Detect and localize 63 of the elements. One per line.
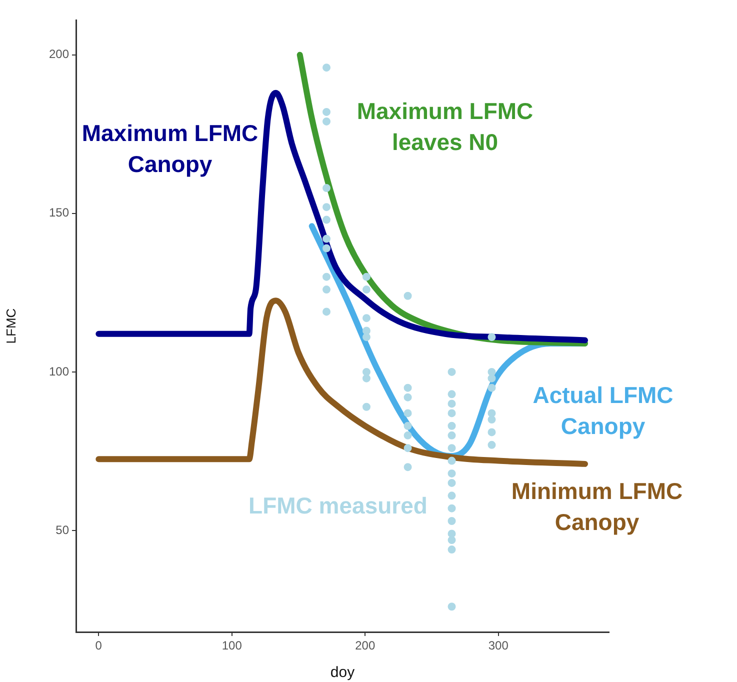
x-axis-title: doy: [330, 664, 356, 682]
point: [404, 422, 412, 430]
point: [448, 517, 456, 526]
series-label: Minimum LFMC Canopy: [511, 478, 683, 535]
point: [322, 184, 331, 192]
series-label: Maximum LFMC leaves N0: [356, 98, 534, 155]
x-tick-label: 100: [222, 638, 242, 653]
point: [322, 272, 331, 281]
y-tick-label: 100: [48, 364, 70, 378]
point: [448, 546, 456, 554]
point: [362, 314, 370, 322]
point: [448, 368, 456, 376]
y-tick-label: 50: [56, 522, 70, 537]
point: [322, 234, 331, 243]
point: [362, 286, 370, 294]
point: [488, 333, 496, 342]
point: [404, 409, 412, 418]
point: [448, 390, 456, 398]
point: [322, 117, 331, 126]
point: [322, 216, 331, 224]
point: [488, 428, 496, 436]
point: [404, 384, 412, 392]
point: [448, 456, 456, 465]
point: [322, 286, 331, 294]
point: [362, 272, 370, 281]
point: [488, 440, 496, 449]
point: [448, 444, 456, 452]
point: [448, 504, 456, 512]
point: [448, 409, 456, 418]
point: [322, 203, 331, 212]
point: [448, 422, 456, 430]
x-tick-label: 0: [95, 638, 102, 653]
point: [404, 393, 412, 402]
point: [362, 374, 370, 382]
point: [322, 244, 331, 252]
point: [322, 64, 331, 72]
point: [362, 333, 370, 342]
point: [448, 602, 456, 611]
point: [404, 463, 412, 472]
y-tick-label: 150: [48, 206, 70, 220]
point: [362, 402, 370, 411]
point: [488, 384, 496, 392]
point: [448, 469, 456, 478]
x-tick-label: 200: [355, 638, 376, 653]
series-label: Actual LFMC Canopy: [532, 382, 674, 439]
x-tick-label: 300: [488, 638, 509, 653]
point: [404, 431, 412, 440]
point: [488, 374, 496, 382]
point: [322, 308, 331, 316]
point: [404, 292, 412, 300]
point: [448, 400, 456, 408]
point: [448, 431, 456, 440]
series-label: Maximum LFMC Canopy: [82, 120, 258, 177]
series-label: LFMC measured: [248, 492, 428, 518]
point: [448, 478, 456, 487]
point: [322, 108, 331, 116]
point: [362, 368, 370, 376]
point: [448, 536, 456, 544]
y-axis-title: LFMC: [3, 308, 18, 344]
point: [448, 492, 456, 500]
point: [488, 416, 496, 424]
point: [404, 444, 412, 452]
y-tick-label: 200: [48, 47, 70, 62]
